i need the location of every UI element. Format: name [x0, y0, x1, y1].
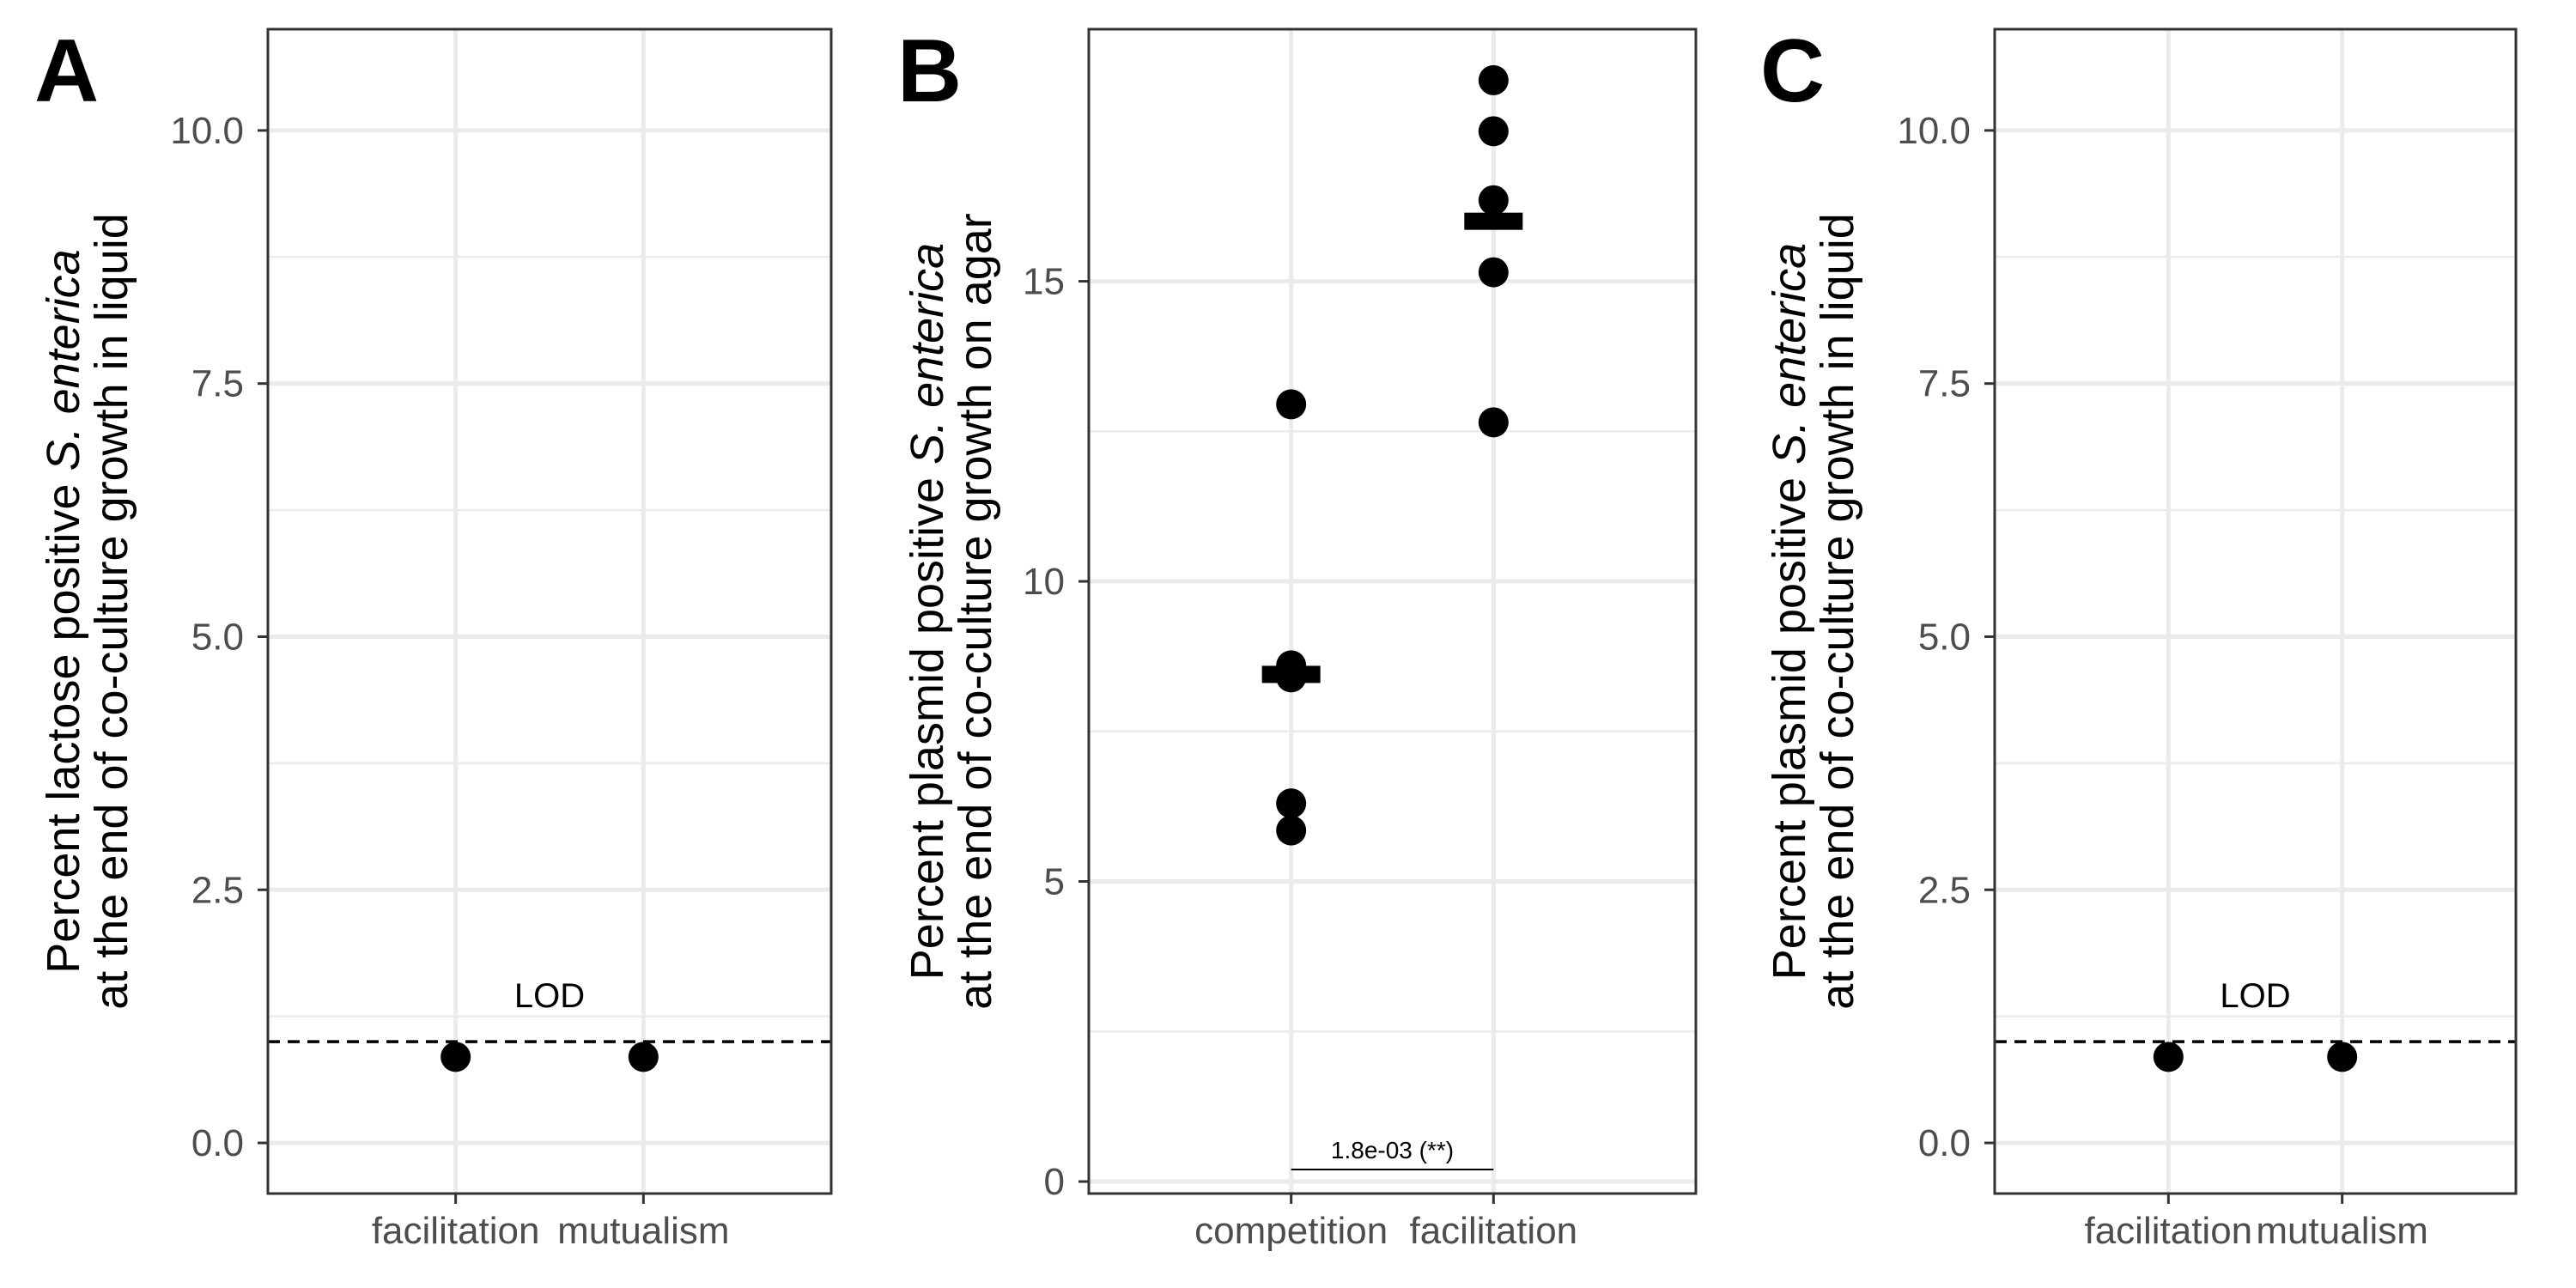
- x-tick-label: mutualism: [2256, 1210, 2428, 1252]
- panel-b: 0 5 10 15 competition facilitation 1.8e-03 (**…: [897, 21, 1698, 1252]
- y-axis-title-species: S. enterica: [38, 249, 89, 471]
- data-point: [2327, 1042, 2358, 1072]
- data-point: [1478, 407, 1509, 438]
- data-point: [440, 1042, 471, 1072]
- y-tick-label: 15: [1023, 261, 1065, 303]
- x-tick-label: mutualism: [557, 1210, 730, 1252]
- y-tick-label: 2.5: [191, 869, 244, 911]
- y-axis-title-line2: at the end of co-culture growth on agar: [950, 213, 1001, 1010]
- y-axis-title: Percent lactose positive S. enterica: [38, 249, 89, 973]
- panel-letter: C: [1760, 21, 1825, 121]
- y-tick-label: 2.5: [1918, 869, 1971, 911]
- lod-label: LOD: [2220, 977, 2290, 1015]
- x-tick-label: facilitation: [372, 1210, 540, 1252]
- y-axis-title-part: Percent plasmid positive: [1764, 465, 1815, 980]
- y-tick-label: 7.5: [191, 363, 244, 405]
- y-axis-title-line2: at the end of co-culture growth in liqui…: [86, 213, 137, 1010]
- x-tick-label: competition: [1194, 1210, 1388, 1252]
- panel-letter: A: [34, 21, 99, 121]
- panel-c: 0.0 2.5 5.0 7.5 10.0 facilitation mutualism LOD…: [1760, 21, 2518, 1252]
- panel-a: 0.0 2.5 5.0 7.5 10.0 facilitation mutualism LOD…: [34, 21, 833, 1252]
- data-point: [1478, 64, 1509, 95]
- y-tick-label: 0: [1044, 1161, 1065, 1203]
- y-tick-label: 0.0: [1918, 1122, 1971, 1164]
- y-tick-label: 5.0: [191, 616, 244, 658]
- data-point: [1478, 257, 1509, 288]
- y-axis-title-species: S. enterica: [1764, 243, 1815, 465]
- x-tick-label: facilitation: [1409, 1210, 1577, 1252]
- data-point: [1276, 389, 1307, 420]
- panel-border: [266, 27, 833, 1195]
- y-tick-label: 10.0: [170, 110, 244, 152]
- y-tick-label: 10.0: [1897, 110, 1971, 152]
- y-tick-label: 5: [1044, 861, 1065, 903]
- y-axis-title-species: S. enterica: [902, 243, 953, 465]
- y-axis-title: Percent plasmid positive S. enterica: [1764, 243, 1815, 980]
- data-point: [628, 1042, 659, 1072]
- data-point: [1276, 662, 1307, 693]
- y-axis-title: Percent plasmid positive S. enterica: [902, 243, 953, 980]
- y-axis-title-line2: at the end of co-culture growth in liqui…: [1812, 213, 1863, 1010]
- panel-letter: B: [897, 21, 962, 121]
- y-tick-label: 10: [1023, 561, 1065, 603]
- y-axis-title-part: Percent plasmid positive: [902, 465, 953, 980]
- data-point: [1276, 788, 1307, 819]
- data-point: [1478, 185, 1509, 216]
- panel-border: [1087, 27, 1698, 1195]
- significance-label: 1.8e-03 (**): [1331, 1137, 1454, 1163]
- y-tick-label: 7.5: [1918, 363, 1971, 405]
- x-tick-label: facilitation: [2084, 1210, 2252, 1252]
- lod-label: LOD: [514, 977, 585, 1015]
- y-tick-label: 0.0: [191, 1122, 244, 1164]
- mean-bar: [1464, 212, 1523, 230]
- data-point: [2153, 1042, 2184, 1072]
- y-axis-title-part: Percent lactose positive: [38, 471, 89, 973]
- panel-border: [1993, 27, 2518, 1195]
- data-point: [1478, 116, 1509, 147]
- data-point: [1276, 815, 1307, 846]
- y-tick-label: 5.0: [1918, 616, 1971, 658]
